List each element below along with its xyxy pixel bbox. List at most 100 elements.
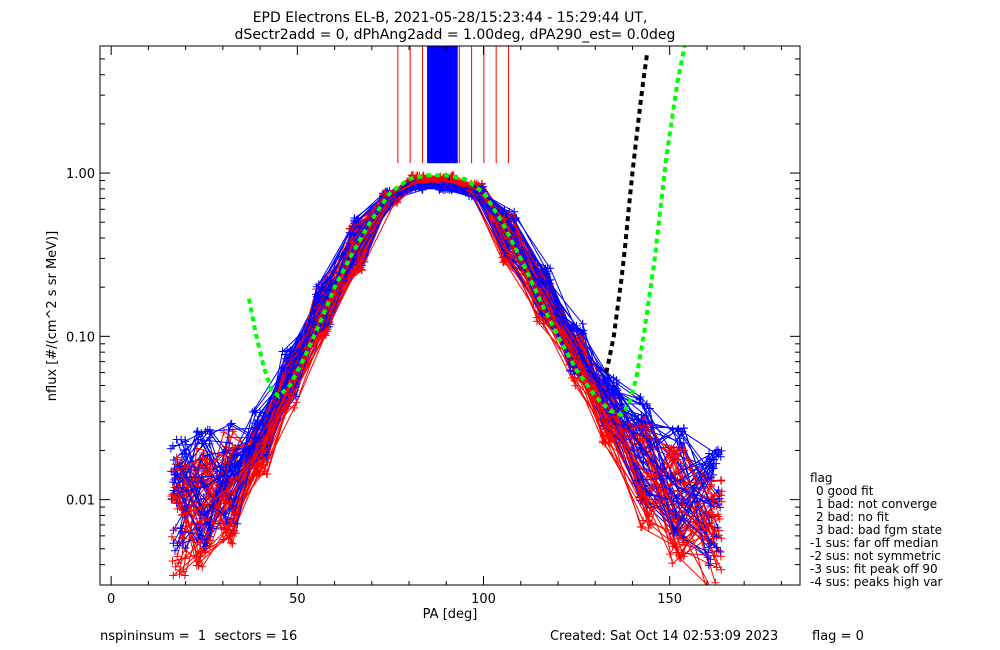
data-point	[666, 550, 675, 559]
data-point	[281, 350, 290, 359]
data-point	[570, 376, 579, 385]
data-point	[704, 561, 713, 570]
data-point	[709, 534, 718, 543]
data-point	[714, 526, 723, 535]
legend-item: 0 good fit	[816, 484, 874, 498]
blue-flux-curve	[177, 187, 711, 544]
data-point	[635, 454, 644, 463]
data-point	[708, 524, 717, 533]
footer-flag: flag = 0	[812, 629, 864, 644]
data-point	[713, 500, 722, 509]
data-point	[717, 491, 726, 500]
red-flux-curve	[177, 179, 715, 567]
data-point	[357, 265, 366, 274]
data-point	[202, 516, 211, 525]
data-point	[641, 491, 650, 500]
data-point	[169, 571, 178, 580]
data-point	[672, 449, 681, 458]
red-flux-curve	[175, 181, 722, 567]
data-point	[716, 452, 725, 461]
data-point	[435, 184, 444, 193]
data-point	[642, 399, 651, 408]
red-flux-curve	[171, 179, 712, 563]
data-point	[579, 329, 588, 338]
data-point	[358, 222, 367, 231]
y-tick-label: 1.00	[66, 167, 95, 182]
red-flux-curve	[184, 174, 709, 559]
blue-flux-curve	[183, 182, 710, 566]
data-point	[609, 417, 618, 426]
data-point	[205, 425, 214, 434]
data-point	[645, 435, 654, 444]
blue-flux-curve	[182, 187, 709, 554]
data-point	[667, 489, 676, 498]
blue-flux-curve	[176, 186, 720, 516]
data-point	[636, 492, 645, 501]
data-point	[227, 517, 236, 526]
data-point	[193, 427, 202, 436]
data-point	[197, 472, 206, 481]
data-point	[175, 462, 184, 471]
data-point	[600, 422, 609, 431]
red-flux-curve	[178, 178, 710, 564]
data-point	[500, 206, 509, 215]
data-point	[227, 419, 236, 428]
blue-flux-curve	[173, 181, 710, 548]
data-point	[169, 539, 178, 548]
data-point	[280, 363, 289, 372]
data-point	[196, 552, 205, 561]
data-point	[541, 280, 550, 289]
data-point	[509, 214, 518, 223]
data-point	[262, 450, 271, 459]
data-layer	[166, 46, 726, 585]
red-flux-curve	[181, 180, 714, 554]
data-point	[705, 449, 714, 458]
data-point	[221, 477, 230, 486]
data-point	[350, 214, 359, 223]
data-point	[196, 511, 205, 520]
data-point	[206, 536, 215, 545]
data-point	[717, 534, 726, 543]
x-axis-label: PA [deg]	[423, 607, 478, 622]
data-point	[611, 388, 620, 397]
data-point	[711, 578, 720, 585]
data-point	[173, 541, 182, 550]
data-point	[198, 453, 207, 462]
data-point	[228, 539, 237, 548]
data-point	[322, 311, 331, 320]
legend-item: 1 bad: not converge	[816, 497, 937, 511]
data-point	[203, 451, 212, 460]
data-point	[500, 249, 509, 258]
data-point	[645, 404, 654, 413]
data-point	[281, 354, 290, 363]
data-point	[253, 425, 262, 434]
data-point	[348, 238, 357, 247]
data-point	[166, 444, 175, 453]
y-tick-label: 0.01	[66, 494, 95, 509]
data-point	[712, 543, 721, 552]
data-point	[706, 480, 715, 489]
data-point	[717, 565, 726, 574]
data-point	[248, 408, 257, 417]
data-point	[716, 552, 725, 561]
legend-item: -2 sus: not symmetric	[810, 549, 941, 563]
data-point	[670, 528, 679, 537]
data-point	[197, 548, 206, 557]
data-point	[172, 453, 181, 462]
red-flux-curve	[173, 181, 713, 558]
data-point	[712, 563, 721, 572]
data-point	[173, 460, 182, 469]
data-point	[254, 433, 263, 442]
data-point	[643, 420, 652, 429]
data-point	[172, 435, 181, 444]
data-point	[171, 562, 180, 571]
data-point	[672, 548, 681, 557]
red-series-line	[177, 179, 715, 537]
red-flux-curve	[171, 179, 711, 556]
data-point	[198, 562, 207, 571]
red-flux-curve	[184, 175, 721, 576]
data-point	[169, 486, 178, 495]
data-point	[715, 494, 724, 503]
chart-subtitle: dSectr2add = 0, dPhAng2add = 1.00deg, dP…	[235, 27, 676, 43]
legend-item: -4 sus: peaks high var	[810, 575, 943, 589]
